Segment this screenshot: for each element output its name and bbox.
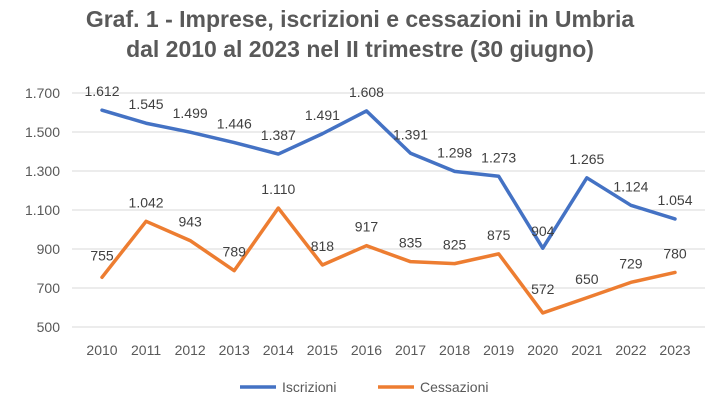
y-tick-label: 500 <box>37 319 61 335</box>
series-line-iscrizioni <box>100 108 677 250</box>
data-label: 1.273 <box>481 149 516 165</box>
data-label: 904 <box>531 223 555 239</box>
y-tick-label: 900 <box>37 241 61 257</box>
data-label: 1.387 <box>261 127 296 143</box>
data-label: 1.110 <box>261 181 295 197</box>
data-label: 729 <box>619 255 643 271</box>
y-tick-label: 1.100 <box>25 202 60 218</box>
data-label: 650 <box>575 271 599 287</box>
data-label: 1.054 <box>657 192 692 208</box>
y-tick-label: 1.300 <box>25 163 60 179</box>
y-tick-label: 1.500 <box>25 124 60 140</box>
x-tick-label: 2023 <box>659 342 690 358</box>
data-label: 755 <box>90 247 114 263</box>
data-label: 1.491 <box>305 107 340 123</box>
data-label: 789 <box>223 244 247 260</box>
data-label: 818 <box>311 238 335 254</box>
data-label: 1.499 <box>173 105 208 121</box>
y-tick-label: 1.700 <box>25 85 60 101</box>
data-label: 1.608 <box>349 84 384 100</box>
data-label: 780 <box>663 245 687 261</box>
x-tick-label: 2017 <box>395 342 426 358</box>
x-tick-label: 2018 <box>439 342 470 358</box>
x-tick-label: 2013 <box>219 342 250 358</box>
y-tick-label: 700 <box>37 280 61 296</box>
chart-title-line-1: Graf. 1 - Imprese, iscrizioni e cessazio… <box>85 6 635 32</box>
data-label: 1.298 <box>437 144 472 160</box>
x-tick-label: 2012 <box>175 342 206 358</box>
x-tick-label: 2021 <box>571 342 602 358</box>
data-label: 1.124 <box>613 178 648 194</box>
data-label: 917 <box>355 219 379 235</box>
data-label: 825 <box>443 237 467 253</box>
data-label: 835 <box>399 235 423 251</box>
data-label: 1.612 <box>84 83 119 99</box>
legend-label: Iscrizioni <box>282 379 336 395</box>
data-label: 1.391 <box>393 126 428 142</box>
x-tick-label: 2011 <box>131 342 161 358</box>
legend-label: Cessazioni <box>420 379 488 395</box>
data-label: 1.446 <box>217 116 252 132</box>
data-label: 875 <box>487 227 511 243</box>
data-label: 1.545 <box>129 96 164 112</box>
x-tick-label: 2020 <box>527 342 558 358</box>
x-tick-label: 2014 <box>263 342 294 358</box>
x-tick-label: 2010 <box>86 342 117 358</box>
data-label: 572 <box>531 281 555 297</box>
x-tick-label: 2015 <box>307 342 338 358</box>
x-tick-label: 2019 <box>483 342 514 358</box>
chart-title-line-2: dal 2010 al 2023 nel II trimestre (30 gi… <box>126 36 594 62</box>
data-label: 1.042 <box>129 194 164 210</box>
x-tick-label: 2022 <box>615 342 646 358</box>
x-tick-label: 2016 <box>351 342 382 358</box>
data-label: 1.265 <box>569 151 604 167</box>
series-line-cessazioni <box>100 206 677 315</box>
data-label: 943 <box>178 214 202 230</box>
